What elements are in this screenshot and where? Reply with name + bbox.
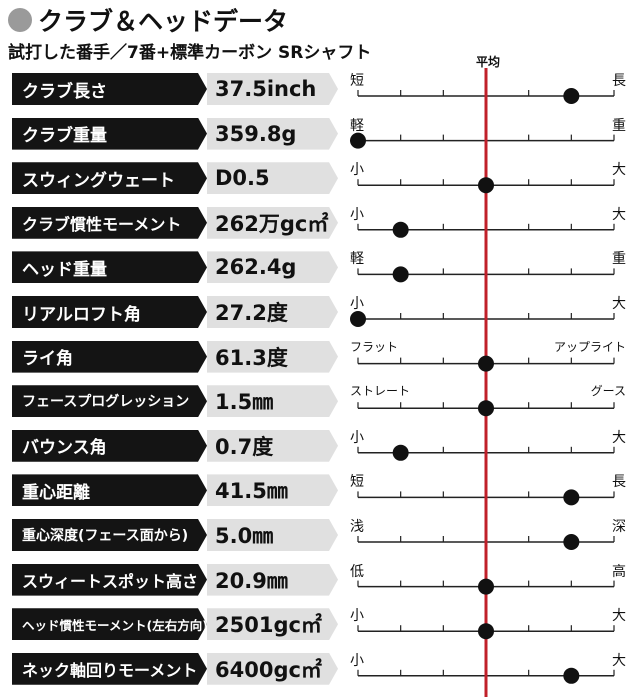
- scale-right-label: アップライト: [553, 339, 626, 354]
- scale-right-label: グース: [590, 384, 626, 399]
- row-value: 359.8g: [207, 117, 338, 150]
- header: クラブ＆ヘッドデータ 試打した番手／7番+標準カーボン SRシャフト 平均: [0, 0, 640, 70]
- row-name: ヘッド重量: [12, 251, 207, 284]
- row-name: フェースプログレッション: [12, 385, 207, 418]
- row-value: 6400gc㎡: [207, 652, 338, 685]
- row-name: クラブ長さ: [12, 73, 207, 105]
- scale-right-label: 大: [612, 429, 626, 446]
- scale-left-label: 低: [350, 563, 364, 580]
- scale-right-label: 大: [612, 652, 626, 669]
- table-row: ライ角 61.3度 フラット アップライト: [0, 338, 640, 382]
- row-value: 262.4g: [207, 251, 338, 284]
- scale-left-label: 短: [350, 474, 364, 491]
- row-value: 20.9㎜: [207, 563, 338, 596]
- scale-right-label: 大: [612, 162, 626, 179]
- scale-left-label: 小: [350, 429, 364, 446]
- data-point: [392, 221, 409, 238]
- scale-left-label: 小: [350, 206, 364, 223]
- scale-left-label: 小: [350, 652, 364, 669]
- data-point: [478, 177, 494, 194]
- scale-right-label: 重: [612, 251, 626, 268]
- scale-left-label: 小: [350, 608, 364, 625]
- average-label: 平均: [475, 55, 500, 69]
- scale-right-label: 高: [612, 563, 626, 580]
- data-point: [392, 444, 409, 461]
- scale-right-label: 深: [612, 519, 626, 535]
- row-value: 262万gc㎡: [207, 206, 338, 239]
- table-row: クラブ重量 359.8g 軽 重: [0, 115, 640, 159]
- data-point: [563, 534, 580, 550]
- row-value: 27.2度: [207, 296, 338, 328]
- data-point: [392, 266, 409, 283]
- data-point: [350, 311, 366, 327]
- title-dot-icon: [8, 8, 32, 32]
- scale-right-label: 大: [612, 296, 626, 312]
- scale-right-label: 長: [612, 474, 626, 491]
- scale-left-label: 軽: [350, 117, 364, 134]
- row-name: リアルロフト角: [12, 296, 207, 328]
- row-value: 5.0㎜: [207, 519, 338, 551]
- row-value: D0.5: [207, 162, 338, 195]
- row-name: スウィングウェート: [12, 162, 207, 195]
- row-name: ヘッド慣性モーメント(左右方向): [12, 608, 207, 641]
- scale-right-label: 大: [612, 206, 626, 223]
- row-name: 重心距離: [12, 474, 207, 507]
- data-point: [563, 88, 580, 104]
- row-name: クラブ慣性モーメント: [12, 206, 207, 239]
- row-name: スウィートスポット高さ: [12, 563, 207, 596]
- scale-right-label: 重: [612, 117, 626, 134]
- scale-left-label: 小: [350, 296, 364, 312]
- table-row: ヘッド重量 262.4g 軽 重: [0, 248, 640, 292]
- scale-left-label: 軽: [350, 251, 364, 268]
- scale-left-label: 浅: [350, 519, 364, 535]
- row-value: 61.3度: [207, 340, 338, 373]
- table-row: クラブ長さ 37.5inch 短 長: [0, 70, 640, 114]
- row-name: 重心深度(フェース面から): [12, 519, 207, 551]
- table-row: バウンス角 0.7度小 大: [0, 427, 640, 471]
- data-point: [478, 623, 494, 640]
- scale-left-label: フラット: [350, 339, 399, 354]
- table-row: スウィングウェート D0.5 小 大: [0, 159, 640, 203]
- data-point: [478, 578, 494, 595]
- row-name: バウンス角: [12, 429, 207, 462]
- scale-right-label: 長: [612, 73, 626, 89]
- row-value: 37.5inch: [207, 73, 338, 105]
- page-title: クラブ＆ヘッドデータ: [38, 7, 289, 36]
- table-row: フェースプログレッション 1.5㎜ ストレート グース: [0, 382, 640, 426]
- row-value: 1.5㎜: [207, 385, 338, 418]
- row-name: クラブ重量: [12, 117, 207, 150]
- data-point: [563, 489, 580, 506]
- scale-left-label: ストレート: [350, 384, 411, 399]
- row-name: ライ角: [12, 340, 207, 373]
- data-point: [350, 132, 366, 149]
- scale-right-label: 大: [612, 608, 626, 625]
- page-subtitle: 試打した番手／7番+標準カーボン SRシャフト: [8, 43, 372, 63]
- data-point: [478, 400, 494, 417]
- data-point: [563, 667, 580, 684]
- row-value: 0.7度: [207, 429, 338, 462]
- row-value: 41.5㎜: [207, 474, 338, 507]
- scale-left-label: 短: [350, 73, 364, 89]
- data-point: [478, 355, 494, 372]
- row-name: ネック軸回りモーメント: [12, 652, 207, 685]
- table-row: リアルロフト角 27.2度小 大: [0, 293, 640, 337]
- row-value: 2501gc㎡: [207, 608, 338, 641]
- scale-left-label: 小: [350, 162, 364, 179]
